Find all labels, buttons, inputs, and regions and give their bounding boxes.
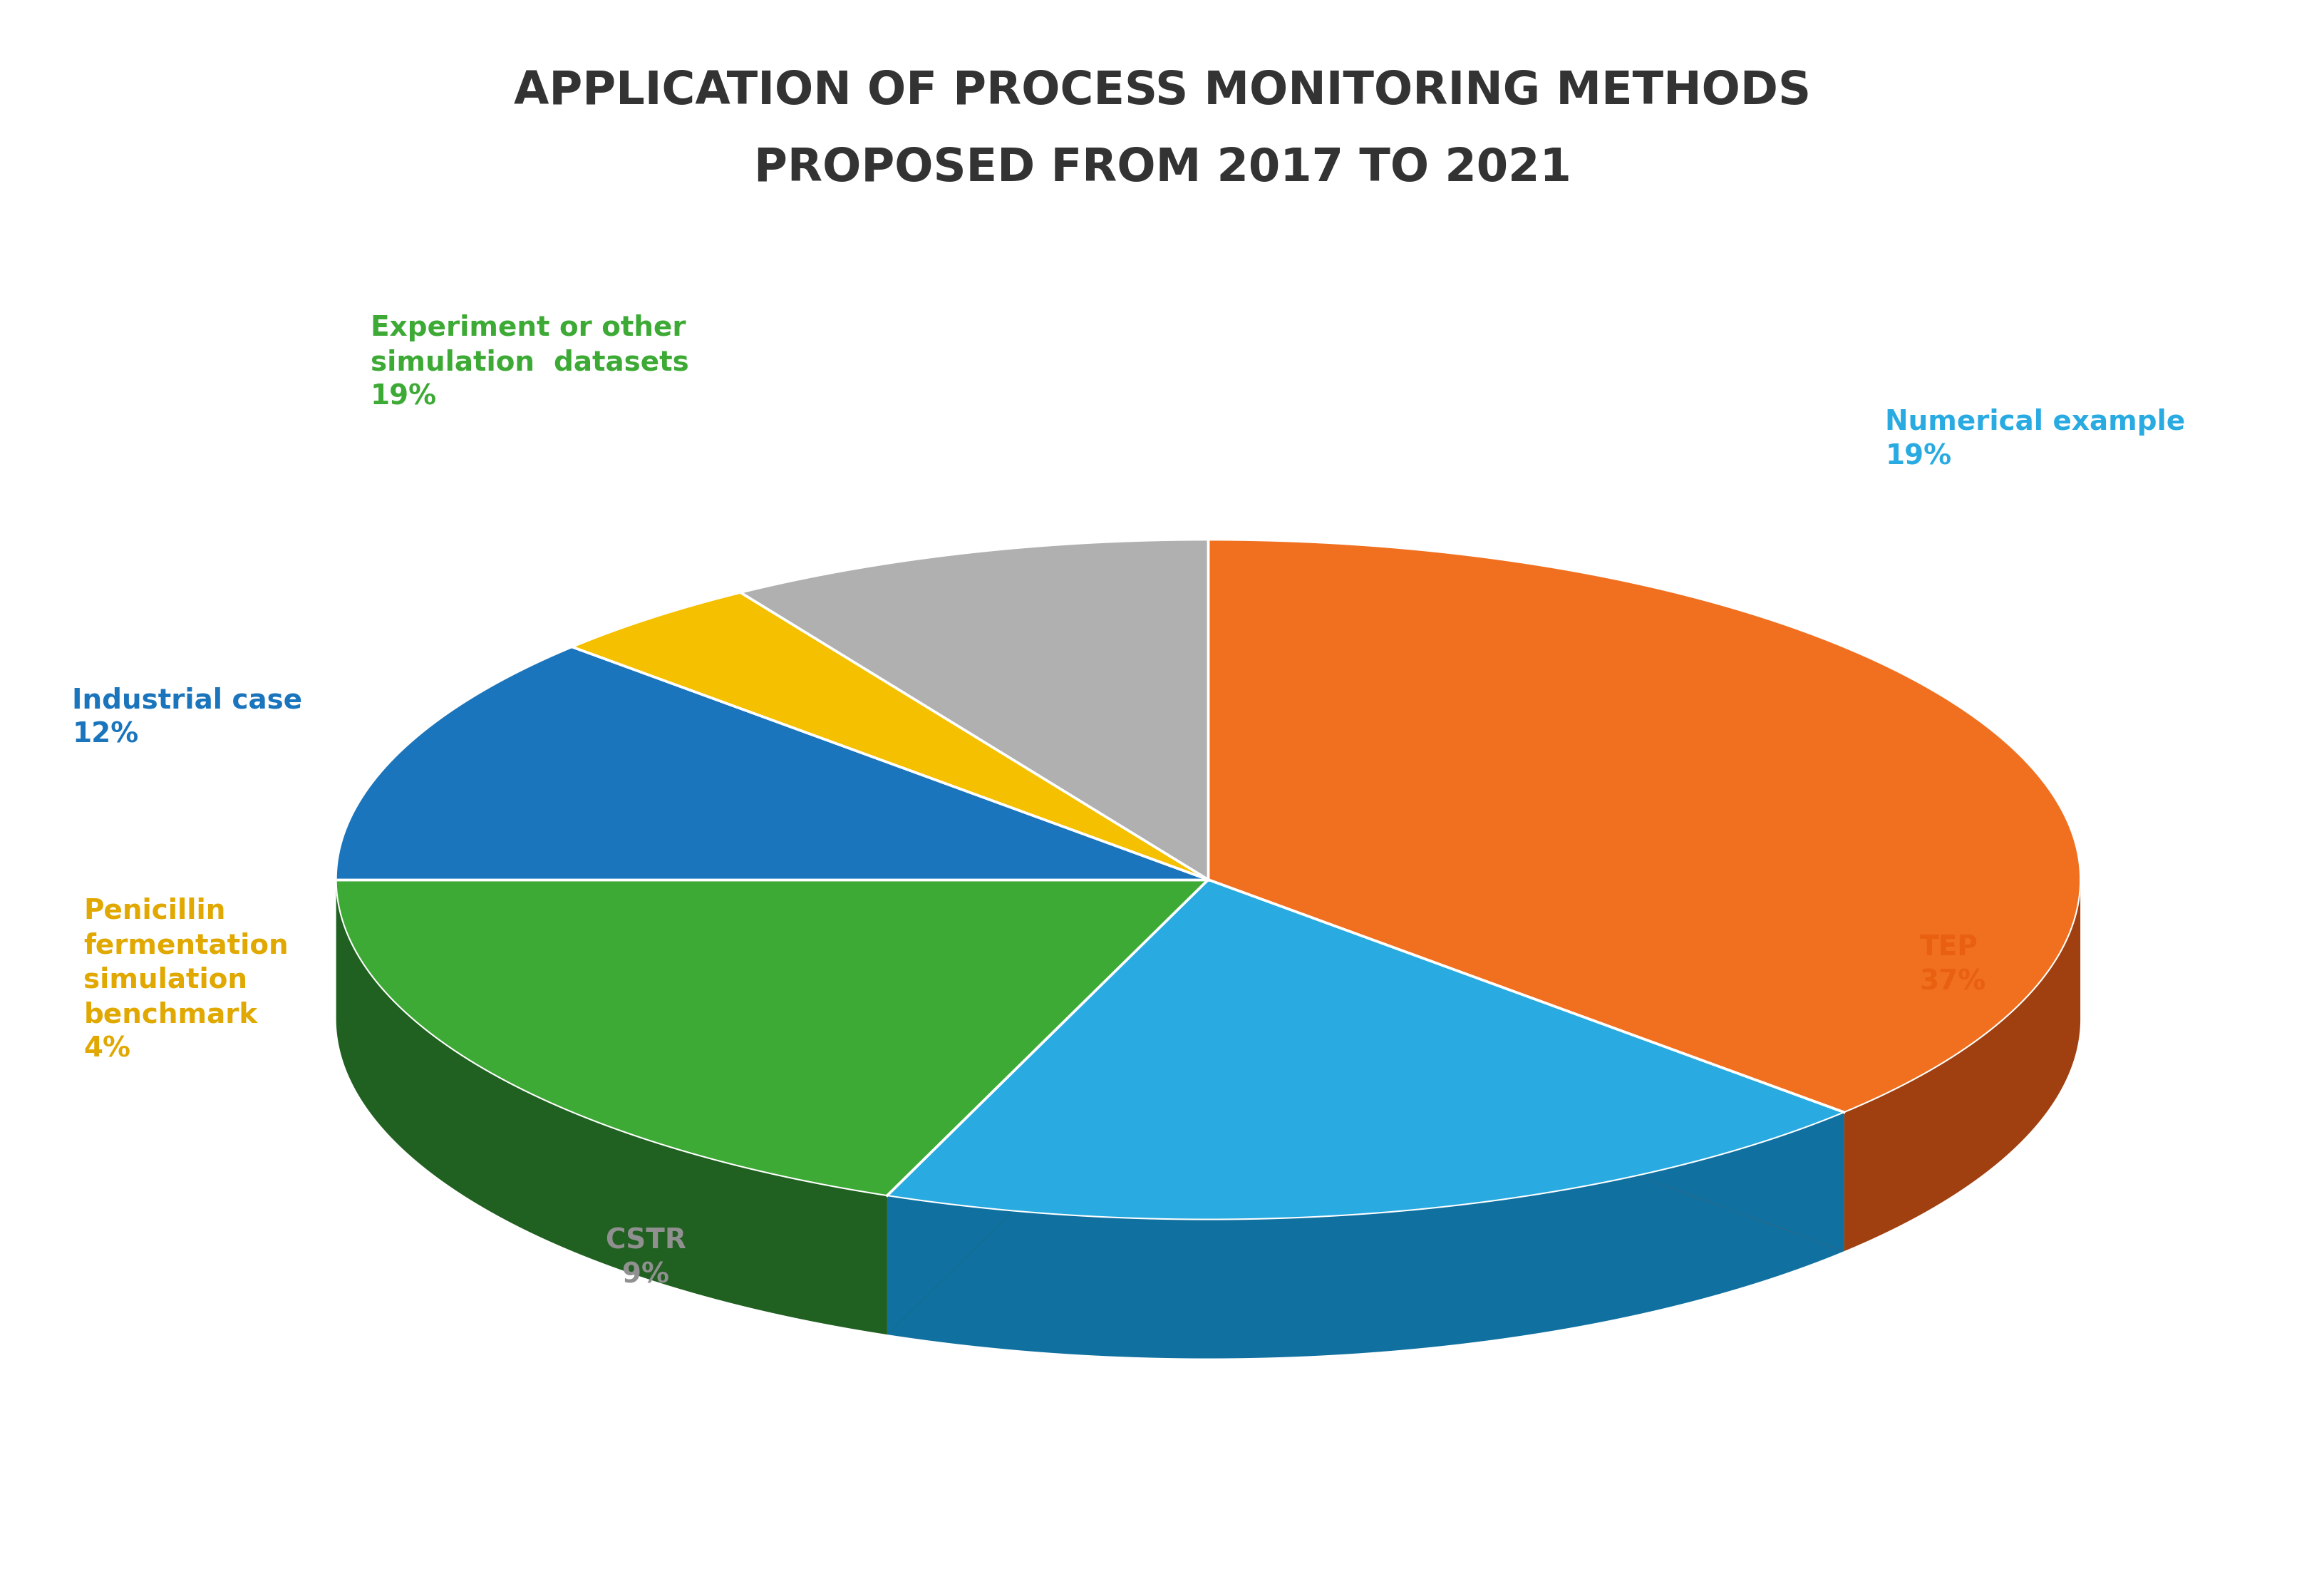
Polygon shape: [1843, 883, 2080, 1251]
Polygon shape: [888, 880, 1208, 1335]
Text: Penicillin
fermentation
simulation
benchmark
4%: Penicillin fermentation simulation bench…: [84, 897, 288, 1062]
Polygon shape: [1208, 540, 2080, 1113]
Polygon shape: [337, 880, 1208, 1196]
Text: CSTR
9%: CSTR 9%: [604, 1228, 686, 1289]
Text: Experiment or other
simulation  datasets
19%: Experiment or other simulation datasets …: [370, 315, 688, 411]
Text: Industrial case
12%: Industrial case 12%: [72, 686, 302, 748]
Text: TEP
37%: TEP 37%: [1920, 933, 1985, 995]
Polygon shape: [1208, 880, 1843, 1251]
Polygon shape: [1208, 880, 1843, 1251]
Text: PROPOSED FROM 2017 TO 2021: PROPOSED FROM 2017 TO 2021: [753, 146, 1571, 190]
Text: Numerical example
19%: Numerical example 19%: [1885, 409, 2185, 471]
Polygon shape: [741, 540, 1208, 880]
Polygon shape: [337, 880, 1208, 1018]
Polygon shape: [572, 593, 1208, 880]
Polygon shape: [888, 1113, 1843, 1358]
Polygon shape: [337, 880, 888, 1335]
Polygon shape: [888, 880, 1208, 1335]
Polygon shape: [337, 647, 1208, 880]
Polygon shape: [337, 880, 1208, 1018]
Polygon shape: [888, 880, 1843, 1220]
Text: APPLICATION OF PROCESS MONITORING METHODS: APPLICATION OF PROCESS MONITORING METHOD…: [514, 69, 1810, 113]
